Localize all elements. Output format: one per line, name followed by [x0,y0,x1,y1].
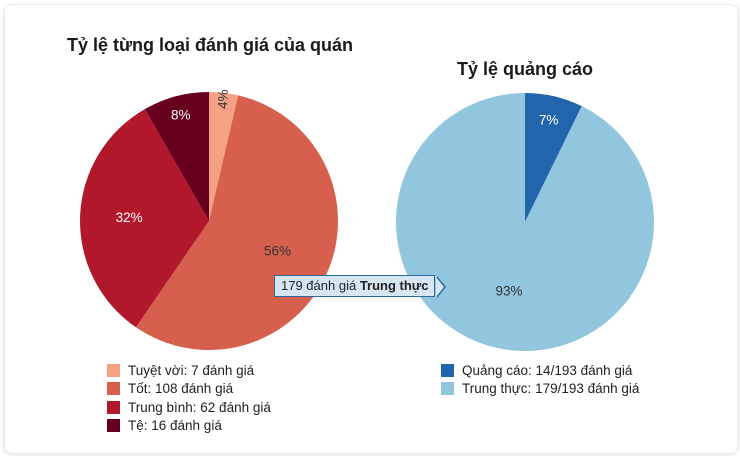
legend-label: Tốt: 108 đánh giá [128,381,234,397]
legend-swatch [441,363,454,377]
legend-ads: Quảng cáo: 14/193 đánh giá Trung thực: 17… [441,361,639,398]
legend-item-tuyet-voi[interactable]: Tuyệt vời: 7 đánh giá [107,361,271,380]
legend-swatch [107,419,120,433]
pie-slice-trung-binh[interactable] [79,109,209,328]
tooltip-arrow-fill [436,277,444,297]
tooltip-category: Trung thực [359,278,429,293]
legend-swatch [107,382,120,396]
tooltip-text: 179 đánh giá [281,278,357,293]
legend-swatch [441,382,454,396]
legend-label: Tệ: 16 đánh giá [128,418,222,434]
legend-label: Trung thực: 179/193 đánh giá [462,381,640,397]
chart-title-ads: Tỷ lệ quảng cáo [456,59,594,79]
legend-label: Tuyệt vời: 7 đánh giá [128,362,255,378]
legend-item-quang-cao[interactable]: Quảng cáo: 14/193 đánh giá [441,361,639,380]
pie-label-te: 8% [171,108,191,123]
legend-item-trung-thuc[interactable]: Trung thực: 179/193 đánh giá [441,380,639,399]
chart-title-reviews: Tỷ lệ từng loại đánh giá của quán [66,35,354,55]
legend-item-tot[interactable]: Tốt: 108 đánh giá [107,380,271,399]
pie-slice-trung-thuc[interactable] [395,93,654,352]
legend-label: Quảng cáo: 14/193 đánh giá [462,362,633,378]
legend-label: Trung bình: 62 đánh giá [128,399,271,415]
legend-swatch [107,400,120,414]
legend-item-te[interactable]: Tệ: 16 đánh giá [107,417,271,436]
tooltip: 179 đánh giá Trung thực [274,275,436,297]
pie-label-trung-thuc: 93% [495,284,522,299]
pie-label-tot: 56% [264,244,291,259]
legend-item-trung-binh[interactable]: Trung bình: 62 đánh giá [107,398,271,417]
pie-slice-tuyet-voi[interactable] [209,92,239,221]
pie-label-quang-cao: 7% [539,113,559,128]
legend-swatch [107,363,120,377]
pie-label-trung-binh: 32% [116,210,143,225]
pie-slice-te[interactable] [144,92,209,221]
pie-slice-quang-cao[interactable] [525,93,582,222]
legend-reviews: Tuyệt vời: 7 đánh giá Tốt: 108 đánh giá Tr… [107,361,271,435]
pie-label-tuyet-voi: 4% [215,89,231,109]
